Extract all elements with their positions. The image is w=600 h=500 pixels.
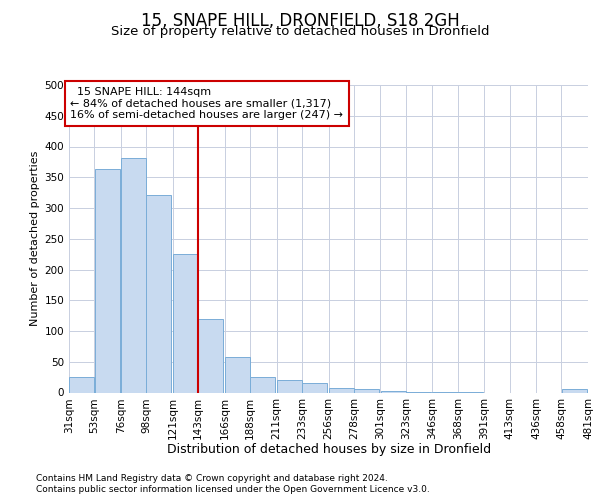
Bar: [95, 170, 119, 392]
Bar: [250, 376, 275, 392]
Text: 15 SNAPE HILL: 144sqm
← 84% of detached houses are smaller (1,317)
16% of semi-d: 15 SNAPE HILL: 144sqm ← 84% of detached …: [70, 87, 343, 120]
Y-axis label: Number of detached properties: Number of detached properties: [30, 151, 40, 326]
Bar: [277, 380, 302, 392]
Bar: [225, 358, 250, 392]
Bar: [562, 390, 587, 392]
Bar: [69, 376, 94, 392]
Text: 15, SNAPE HILL, DRONFIELD, S18 2GH: 15, SNAPE HILL, DRONFIELD, S18 2GH: [140, 12, 460, 30]
Bar: [354, 390, 379, 392]
Text: Contains HM Land Registry data © Crown copyright and database right 2024.: Contains HM Land Registry data © Crown c…: [36, 474, 388, 483]
Bar: [121, 158, 146, 392]
Bar: [199, 318, 223, 392]
Text: Distribution of detached houses by size in Dronfield: Distribution of detached houses by size …: [167, 442, 491, 456]
Text: Size of property relative to detached houses in Dronfield: Size of property relative to detached ho…: [111, 25, 489, 38]
Bar: [302, 382, 327, 392]
Bar: [329, 388, 354, 392]
Bar: [173, 254, 198, 392]
Text: Contains public sector information licensed under the Open Government Licence v3: Contains public sector information licen…: [36, 485, 430, 494]
Bar: [146, 195, 172, 392]
